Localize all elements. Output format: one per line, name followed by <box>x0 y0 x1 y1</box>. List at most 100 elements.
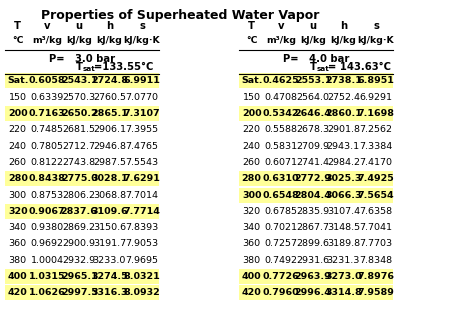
Text: 0.4708: 0.4708 <box>264 93 298 102</box>
Text: 2860.1: 2860.1 <box>325 109 362 118</box>
Text: 2738.1: 2738.1 <box>325 76 362 85</box>
Text: 3191.7: 3191.7 <box>93 239 126 248</box>
Text: 2712.7: 2712.7 <box>63 142 96 151</box>
Text: 1.0004: 1.0004 <box>30 256 64 265</box>
Text: 7.9589: 7.9589 <box>357 288 394 297</box>
Text: sat: sat <box>82 66 95 73</box>
Text: s: s <box>139 21 145 31</box>
Text: 2743.8: 2743.8 <box>63 158 96 167</box>
Text: u: u <box>310 21 317 31</box>
Text: 2901.8: 2901.8 <box>327 125 360 134</box>
Text: 240: 240 <box>243 142 261 151</box>
Text: Sat.: Sat. <box>241 76 263 85</box>
Text: 0.7492: 0.7492 <box>264 256 298 265</box>
Text: 2553.1: 2553.1 <box>295 76 331 85</box>
Text: 7.2562: 7.2562 <box>359 125 392 134</box>
Text: 0.7485: 0.7485 <box>30 125 64 134</box>
Text: 420: 420 <box>242 288 262 297</box>
Text: 7.3955: 7.3955 <box>126 125 159 134</box>
Text: 380: 380 <box>243 256 261 265</box>
FancyBboxPatch shape <box>5 269 159 284</box>
Text: 300: 300 <box>242 191 261 200</box>
Text: 2946.8: 2946.8 <box>93 142 126 151</box>
Text: 2564.0: 2564.0 <box>297 93 329 102</box>
Text: 150: 150 <box>9 93 27 102</box>
Text: 7.8393: 7.8393 <box>126 223 159 232</box>
Text: 0.8122: 0.8122 <box>30 158 64 167</box>
FancyBboxPatch shape <box>239 269 393 284</box>
Text: 3273.0: 3273.0 <box>325 272 362 281</box>
Text: 7.5543: 7.5543 <box>126 158 159 167</box>
Text: 360: 360 <box>243 239 261 248</box>
FancyBboxPatch shape <box>239 74 393 88</box>
FancyBboxPatch shape <box>239 285 393 300</box>
Text: 2996.4: 2996.4 <box>295 288 331 297</box>
Text: 2681.5: 2681.5 <box>63 125 96 134</box>
Text: 2906.1: 2906.1 <box>93 125 126 134</box>
Text: 2646.4: 2646.4 <box>295 109 331 118</box>
Text: 2772.9: 2772.9 <box>295 174 331 183</box>
Text: 7.1698: 7.1698 <box>357 109 394 118</box>
Text: 6.9291: 6.9291 <box>359 93 392 102</box>
Text: 0.9067: 0.9067 <box>29 207 65 216</box>
FancyBboxPatch shape <box>239 187 393 203</box>
Text: 7.0770: 7.0770 <box>126 93 158 102</box>
Text: u: u <box>75 21 82 31</box>
Text: 7.3384: 7.3384 <box>359 142 392 151</box>
Text: 150: 150 <box>243 93 261 102</box>
Text: 3150.6: 3150.6 <box>93 223 126 232</box>
Text: 200: 200 <box>242 109 262 118</box>
Text: T: T <box>248 21 255 31</box>
Text: 260: 260 <box>243 158 261 167</box>
Text: P=   4.0 bar: P= 4.0 bar <box>283 54 350 64</box>
Text: sat: sat <box>317 66 329 73</box>
Text: 7.7041: 7.7041 <box>359 223 392 232</box>
Text: 7.3107: 7.3107 <box>124 109 160 118</box>
Text: 2741.4: 2741.4 <box>297 158 329 167</box>
Text: 0.8438: 0.8438 <box>28 174 65 183</box>
Text: 7.7014: 7.7014 <box>126 191 158 200</box>
Text: 7.7714: 7.7714 <box>124 207 160 216</box>
Text: 300: 300 <box>9 191 27 200</box>
Text: 0.7021: 0.7021 <box>264 223 298 232</box>
Text: 0.5588: 0.5588 <box>264 125 298 134</box>
Text: Sat.: Sat. <box>7 76 28 85</box>
Text: kJ/kg: kJ/kg <box>300 36 326 45</box>
Text: 360: 360 <box>9 239 27 248</box>
Text: 2931.6: 2931.6 <box>297 256 329 265</box>
Text: 0.6785: 0.6785 <box>264 207 298 216</box>
Text: 260: 260 <box>9 158 27 167</box>
Text: 3028.1: 3028.1 <box>91 174 128 183</box>
Text: 7.9695: 7.9695 <box>126 256 158 265</box>
Text: T: T <box>75 62 82 72</box>
Text: kJ/kg: kJ/kg <box>66 36 92 45</box>
Text: 2806.2: 2806.2 <box>63 191 96 200</box>
Text: 2570.3: 2570.3 <box>63 93 96 102</box>
FancyBboxPatch shape <box>5 106 159 121</box>
Text: 2804.4: 2804.4 <box>295 191 331 200</box>
Text: 2650.2: 2650.2 <box>61 109 98 118</box>
Text: 3233.0: 3233.0 <box>93 256 126 265</box>
Text: 0.6058: 0.6058 <box>29 76 65 85</box>
Text: 3068.8: 3068.8 <box>93 191 126 200</box>
Text: 2775.0: 2775.0 <box>61 174 98 183</box>
Text: 0.7726: 0.7726 <box>263 272 299 281</box>
Text: 3231.3: 3231.3 <box>327 256 360 265</box>
Text: 2865.1: 2865.1 <box>91 109 128 118</box>
Text: 2709.9: 2709.9 <box>297 142 329 151</box>
Text: 8.0932: 8.0932 <box>124 288 160 297</box>
Text: 400: 400 <box>8 272 27 281</box>
Text: kJ/kg: kJ/kg <box>330 36 356 45</box>
Text: 2760.5: 2760.5 <box>93 93 126 102</box>
Text: 3274.5: 3274.5 <box>91 272 128 281</box>
Text: s: s <box>373 21 379 31</box>
Text: 320: 320 <box>243 207 261 216</box>
Text: 2724.8: 2724.8 <box>91 76 128 85</box>
Text: 220: 220 <box>243 125 261 134</box>
Text: 220: 220 <box>9 125 27 134</box>
Text: 2835.9: 2835.9 <box>297 207 329 216</box>
Text: 7.4170: 7.4170 <box>359 158 392 167</box>
Text: v: v <box>278 21 284 31</box>
Text: 2867.7: 2867.7 <box>297 223 329 232</box>
Text: 7.5654: 7.5654 <box>358 191 394 200</box>
